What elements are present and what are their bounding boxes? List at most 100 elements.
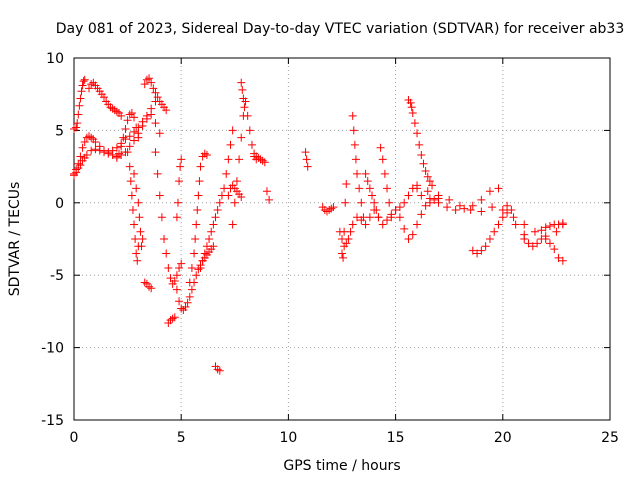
data-point	[125, 142, 134, 151]
data-point	[168, 314, 177, 323]
data-point	[211, 213, 220, 222]
data-point	[77, 87, 86, 96]
data-point	[110, 106, 119, 115]
series-sat-s	[224, 181, 246, 202]
x-tick-label: 5	[177, 430, 186, 446]
data-point	[528, 242, 537, 251]
data-point	[151, 119, 160, 128]
data-point	[127, 191, 136, 200]
data-point	[235, 155, 244, 164]
series-sat-af	[417, 184, 529, 239]
data-point	[209, 220, 218, 229]
data-point	[76, 94, 85, 103]
data-point	[185, 278, 194, 287]
series-sat-aa	[361, 169, 383, 222]
data-point	[183, 298, 192, 307]
data-point	[237, 133, 246, 142]
data-point	[76, 161, 85, 170]
data-point	[327, 204, 336, 213]
data-point	[252, 152, 261, 161]
data-point	[348, 111, 357, 120]
data-point	[147, 110, 156, 119]
y-tick-label: 10	[46, 51, 64, 67]
data-point	[387, 213, 396, 222]
data-point	[175, 177, 184, 186]
data-point	[239, 94, 248, 103]
data-point	[348, 220, 357, 229]
data-point	[238, 85, 247, 94]
x-tick-label: 25	[601, 430, 619, 446]
data-point	[196, 162, 205, 171]
data-point	[232, 177, 241, 186]
data-point	[108, 151, 117, 160]
data-point	[74, 110, 83, 119]
data-point	[265, 195, 274, 204]
data-point	[192, 271, 201, 280]
data-point	[181, 303, 190, 312]
data-point	[172, 213, 181, 222]
series-sat-u	[262, 187, 274, 204]
data-point	[91, 145, 100, 154]
data-point	[177, 155, 186, 164]
data-point	[468, 246, 477, 255]
data-point	[125, 162, 134, 171]
data-point	[338, 249, 346, 258]
data-point	[230, 198, 239, 207]
data-point	[494, 220, 503, 229]
data-point	[135, 213, 144, 222]
data-point	[80, 137, 89, 146]
data-point	[558, 219, 567, 228]
data-points	[70, 74, 567, 375]
data-point	[349, 126, 358, 135]
data-point	[125, 132, 134, 141]
data-point	[494, 184, 503, 193]
data-point	[215, 198, 224, 207]
data-point	[407, 103, 416, 112]
data-point	[485, 235, 494, 243]
data-point	[194, 191, 203, 200]
series-sat-o	[196, 126, 237, 272]
data-point	[172, 271, 181, 280]
data-point	[498, 206, 507, 215]
data-point	[166, 274, 175, 283]
data-point	[361, 220, 370, 229]
data-point	[351, 155, 360, 164]
data-point	[202, 151, 211, 160]
data-point	[254, 153, 263, 162]
data-point	[100, 148, 109, 157]
data-point	[175, 297, 184, 306]
data-point	[339, 253, 348, 262]
data-point	[228, 220, 237, 229]
data-point	[410, 119, 419, 128]
series-sat-h	[140, 74, 171, 115]
data-point	[187, 263, 196, 272]
y-axis-label: SDTVAR / TECUs	[7, 182, 23, 297]
data-point	[488, 203, 497, 212]
data-point	[95, 146, 104, 155]
data-point	[477, 195, 486, 204]
data-point	[473, 249, 482, 258]
data-point	[421, 201, 430, 210]
data-point	[121, 135, 130, 144]
data-point	[177, 259, 186, 268]
data-point	[134, 133, 143, 142]
data-point	[443, 203, 452, 212]
data-point	[192, 220, 201, 229]
data-point	[406, 98, 415, 107]
data-point	[224, 191, 233, 200]
series-sat-y	[338, 179, 351, 262]
data-point	[545, 221, 554, 230]
y-tick-label: 0	[55, 196, 64, 212]
data-point	[198, 256, 207, 265]
data-point	[434, 191, 443, 200]
series-sat-ad	[404, 95, 437, 190]
data-point	[130, 127, 139, 136]
data-point	[400, 198, 409, 207]
data-point	[485, 187, 494, 196]
data-point	[112, 143, 121, 152]
data-point	[78, 143, 87, 152]
data-point	[202, 242, 211, 251]
data-point	[213, 206, 222, 215]
series-sat-t	[250, 149, 269, 167]
data-point	[322, 207, 331, 216]
